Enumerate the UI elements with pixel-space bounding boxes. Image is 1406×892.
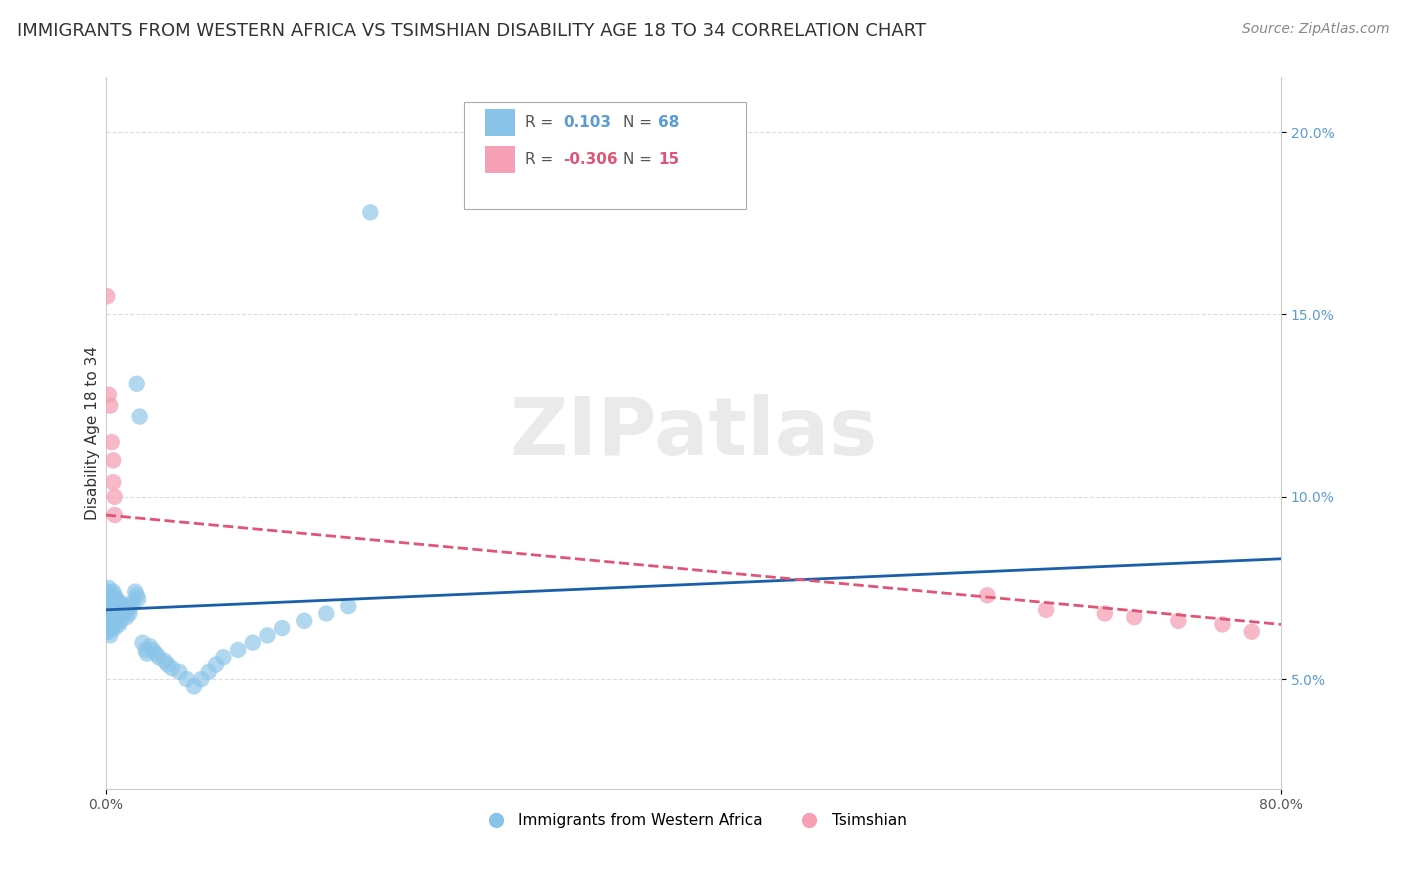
Point bbox=[337, 599, 360, 614]
Point bbox=[121, 596, 143, 610]
Point bbox=[103, 584, 125, 599]
Point bbox=[169, 665, 191, 679]
Point bbox=[292, 614, 315, 628]
Point bbox=[98, 399, 121, 413]
Point bbox=[114, 599, 136, 614]
Point bbox=[142, 643, 165, 657]
Point bbox=[205, 657, 228, 672]
Point bbox=[104, 621, 127, 635]
Point bbox=[104, 607, 127, 621]
FancyBboxPatch shape bbox=[485, 110, 515, 136]
Point bbox=[1094, 607, 1116, 621]
Point bbox=[120, 599, 142, 614]
Point bbox=[97, 599, 120, 614]
Point bbox=[1240, 624, 1263, 639]
Point bbox=[271, 621, 294, 635]
Text: ZIPatlas: ZIPatlas bbox=[509, 394, 877, 472]
Point bbox=[96, 289, 118, 303]
Point bbox=[96, 596, 118, 610]
Point bbox=[111, 603, 134, 617]
Text: 15: 15 bbox=[658, 153, 679, 168]
Point bbox=[1035, 603, 1057, 617]
Point bbox=[124, 584, 146, 599]
Point bbox=[103, 599, 125, 614]
Point bbox=[96, 617, 118, 632]
Point bbox=[127, 591, 149, 606]
Point bbox=[197, 665, 219, 679]
Point bbox=[97, 387, 120, 401]
Point bbox=[105, 610, 128, 624]
Point bbox=[108, 617, 131, 632]
Point bbox=[100, 621, 122, 635]
Point bbox=[256, 628, 278, 642]
Point bbox=[97, 624, 120, 639]
Point bbox=[139, 640, 162, 654]
Point bbox=[115, 610, 138, 624]
Point bbox=[183, 680, 205, 694]
Point bbox=[100, 607, 122, 621]
Point bbox=[128, 409, 150, 424]
Point bbox=[135, 643, 157, 657]
Point bbox=[103, 617, 125, 632]
FancyBboxPatch shape bbox=[485, 146, 515, 173]
Text: N =: N = bbox=[623, 115, 657, 130]
Point bbox=[242, 635, 264, 649]
Text: R =: R = bbox=[526, 115, 558, 130]
FancyBboxPatch shape bbox=[464, 103, 747, 209]
Point bbox=[125, 376, 148, 391]
Point bbox=[118, 607, 141, 621]
Point bbox=[103, 475, 125, 490]
Point bbox=[315, 607, 337, 621]
Point bbox=[148, 650, 170, 665]
Point bbox=[98, 603, 121, 617]
Point bbox=[107, 614, 129, 628]
Point bbox=[359, 205, 381, 219]
Point bbox=[107, 596, 129, 610]
Point bbox=[145, 647, 167, 661]
Point bbox=[97, 610, 120, 624]
Point bbox=[104, 490, 127, 504]
Point bbox=[98, 614, 121, 628]
Point bbox=[190, 672, 212, 686]
Point bbox=[96, 624, 118, 639]
Point bbox=[104, 508, 127, 522]
Text: Source: ZipAtlas.com: Source: ZipAtlas.com bbox=[1241, 22, 1389, 37]
Point bbox=[1167, 614, 1189, 628]
Point bbox=[156, 657, 179, 672]
Point bbox=[136, 647, 159, 661]
Point bbox=[176, 672, 198, 686]
Point bbox=[96, 584, 118, 599]
Point bbox=[96, 607, 118, 621]
Point bbox=[98, 591, 121, 606]
Point bbox=[1123, 610, 1146, 624]
Text: N =: N = bbox=[623, 153, 657, 168]
Point bbox=[100, 435, 122, 450]
Point bbox=[105, 591, 128, 606]
Text: 68: 68 bbox=[658, 115, 679, 130]
Y-axis label: Disability Age 18 to 34: Disability Age 18 to 34 bbox=[86, 346, 100, 520]
Point bbox=[976, 588, 998, 602]
Text: 0.103: 0.103 bbox=[562, 115, 612, 130]
Point bbox=[97, 581, 120, 595]
Point bbox=[103, 453, 125, 467]
Point bbox=[112, 607, 135, 621]
Point bbox=[125, 588, 148, 602]
Point bbox=[110, 614, 132, 628]
Point bbox=[98, 628, 121, 642]
Point bbox=[117, 603, 139, 617]
Point bbox=[212, 650, 235, 665]
Point bbox=[108, 599, 131, 614]
Point bbox=[226, 643, 249, 657]
Text: -0.306: -0.306 bbox=[562, 153, 617, 168]
Point bbox=[131, 635, 153, 649]
Point bbox=[100, 588, 122, 602]
Point bbox=[160, 661, 183, 675]
Legend: Immigrants from Western Africa, Tsimshian: Immigrants from Western Africa, Tsimshia… bbox=[474, 807, 912, 834]
Text: R =: R = bbox=[526, 153, 558, 168]
Text: IMMIGRANTS FROM WESTERN AFRICA VS TSIMSHIAN DISABILITY AGE 18 TO 34 CORRELATION : IMMIGRANTS FROM WESTERN AFRICA VS TSIMSH… bbox=[17, 22, 927, 40]
Point bbox=[153, 654, 176, 668]
Point bbox=[1211, 617, 1233, 632]
Point bbox=[110, 596, 132, 610]
Point bbox=[104, 588, 127, 602]
